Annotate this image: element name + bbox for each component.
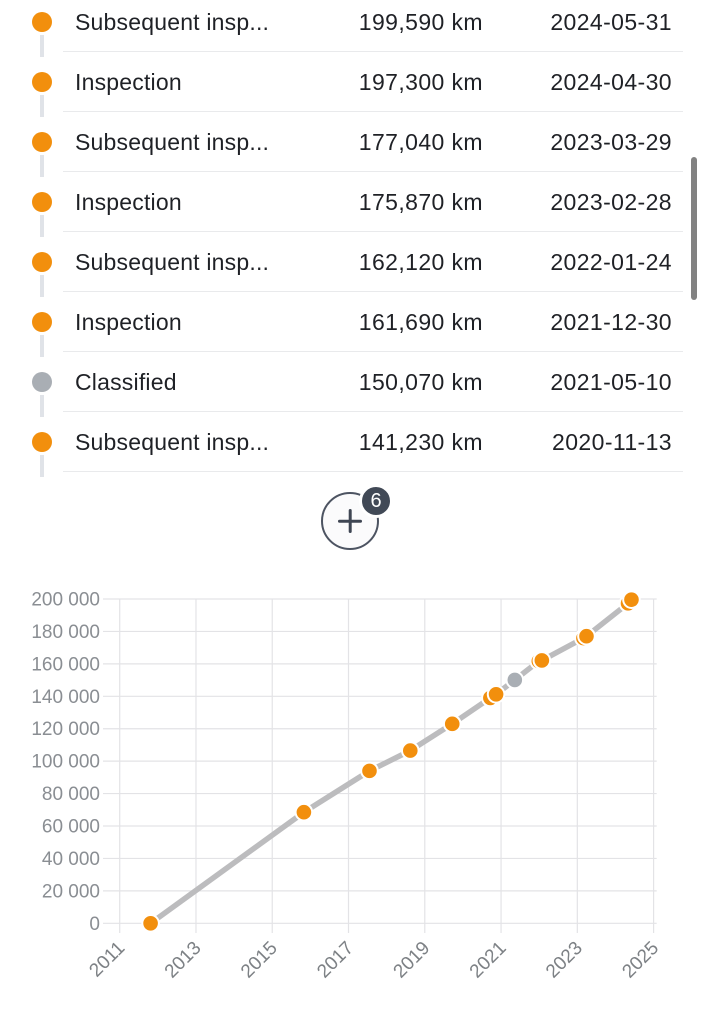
event-mileage: 197,300 km [358, 68, 483, 95]
expand-area: 6 [0, 484, 701, 554]
event-label: Subsequent insp... [75, 8, 270, 35]
event-label: Inspection [75, 68, 182, 95]
event-label: Subsequent insp... [75, 428, 270, 455]
event-label: Inspection [75, 308, 182, 335]
event-row: Classified 150,070 km 2021-05-10 [0, 352, 701, 412]
hidden-events-count-badge: 6 [359, 484, 393, 518]
x-tick-label: 2025 [618, 938, 663, 983]
event-label: Classified [75, 368, 177, 395]
event-label: Inspection [75, 188, 182, 215]
inspection-dot-icon [32, 432, 52, 452]
y-tick-label: 100 000 [31, 752, 100, 773]
event-row: Inspection 161,690 km 2021-12-30 [0, 292, 701, 352]
x-tick-label: 2023 [542, 938, 587, 983]
inspection-dot-icon [32, 312, 52, 332]
x-tick-label: 2019 [390, 938, 435, 983]
event-row: Inspection 197,300 km 2024-04-30 [0, 52, 701, 112]
inspection-dot-icon [32, 132, 52, 152]
y-tick-label: 180 000 [31, 622, 100, 643]
event-row: Subsequent insp... 162,120 km 2022-01-24 [0, 232, 701, 292]
classified-dot-icon [32, 372, 52, 392]
inspection-dot-icon [32, 252, 52, 272]
event-date: 2021-12-30 [550, 308, 672, 335]
plus-icon [348, 509, 352, 533]
event-date: 2024-05-31 [550, 8, 672, 35]
y-tick-label: 200 000 [31, 590, 100, 611]
inspection-dot-icon [32, 12, 52, 32]
event-mileage: 161,690 km [358, 308, 483, 335]
chart-point[interactable] [532, 651, 552, 670]
event-date: 2024-04-30 [550, 68, 672, 95]
event-date: 2023-02-28 [550, 188, 672, 215]
chart-point-classified[interactable] [505, 670, 525, 690]
y-tick-label: 60 000 [42, 817, 100, 838]
x-tick-label: 2013 [161, 938, 206, 983]
chart-point[interactable] [360, 761, 379, 781]
y-tick-label: 140 000 [31, 687, 100, 708]
scrollbar-thumb[interactable] [690, 156, 697, 300]
chart-point[interactable] [141, 914, 160, 933]
event-mileage: 141,230 km [358, 428, 483, 455]
chart-point[interactable] [486, 684, 506, 704]
chart-point[interactable] [294, 802, 314, 822]
event-list[interactable]: Subsequent insp... 199,590 km 2024-05-31 In… [0, 0, 701, 485]
chart-point[interactable] [577, 626, 596, 646]
event-label: Subsequent insp... [75, 128, 270, 155]
y-tick-label: 80 000 [42, 784, 100, 805]
y-tick-label: 0 [89, 914, 100, 935]
event-date: 2021-05-10 [550, 368, 672, 395]
event-mileage: 199,590 km [358, 8, 483, 35]
x-tick-label: 2015 [237, 938, 282, 983]
x-tick-label: 2017 [313, 938, 358, 983]
event-date: 2022-01-24 [550, 248, 672, 275]
event-mileage: 150,070 km [358, 368, 483, 395]
event-label: Subsequent insp... [75, 248, 270, 275]
chart-point[interactable] [400, 741, 420, 760]
mileage-history-chart: 0 20 000 40 000 60 000 80 000 100 000 120 000 1… [31, 590, 663, 983]
event-row: Subsequent insp... 177,040 km 2023-03-29 [0, 112, 701, 172]
event-mileage: 162,120 km [358, 248, 483, 275]
event-mileage: 175,870 km [358, 188, 483, 215]
y-tick-label: 120 000 [31, 719, 100, 740]
y-tick-label: 20 000 [42, 881, 100, 902]
chart-point[interactable] [622, 590, 641, 609]
event-row: Subsequent insp... 141,230 km 2020-11-13 [0, 412, 701, 472]
event-date: 2020-11-13 [552, 428, 672, 455]
event-date: 2023-03-29 [550, 128, 672, 155]
event-row: Subsequent insp... 199,590 km 2024-05-31 [0, 0, 701, 52]
inspection-dot-icon [32, 192, 52, 212]
y-tick-label: 40 000 [42, 849, 100, 870]
event-row: Inspection 175,870 km 2023-02-28 [0, 172, 701, 232]
event-mileage: 177,040 km [358, 128, 483, 155]
inspection-dot-icon [32, 72, 52, 92]
x-tick-label: 2011 [85, 938, 129, 982]
y-tick-label: 160 000 [31, 654, 100, 675]
chart-point[interactable] [442, 714, 462, 734]
x-tick-label: 2021 [466, 938, 511, 983]
